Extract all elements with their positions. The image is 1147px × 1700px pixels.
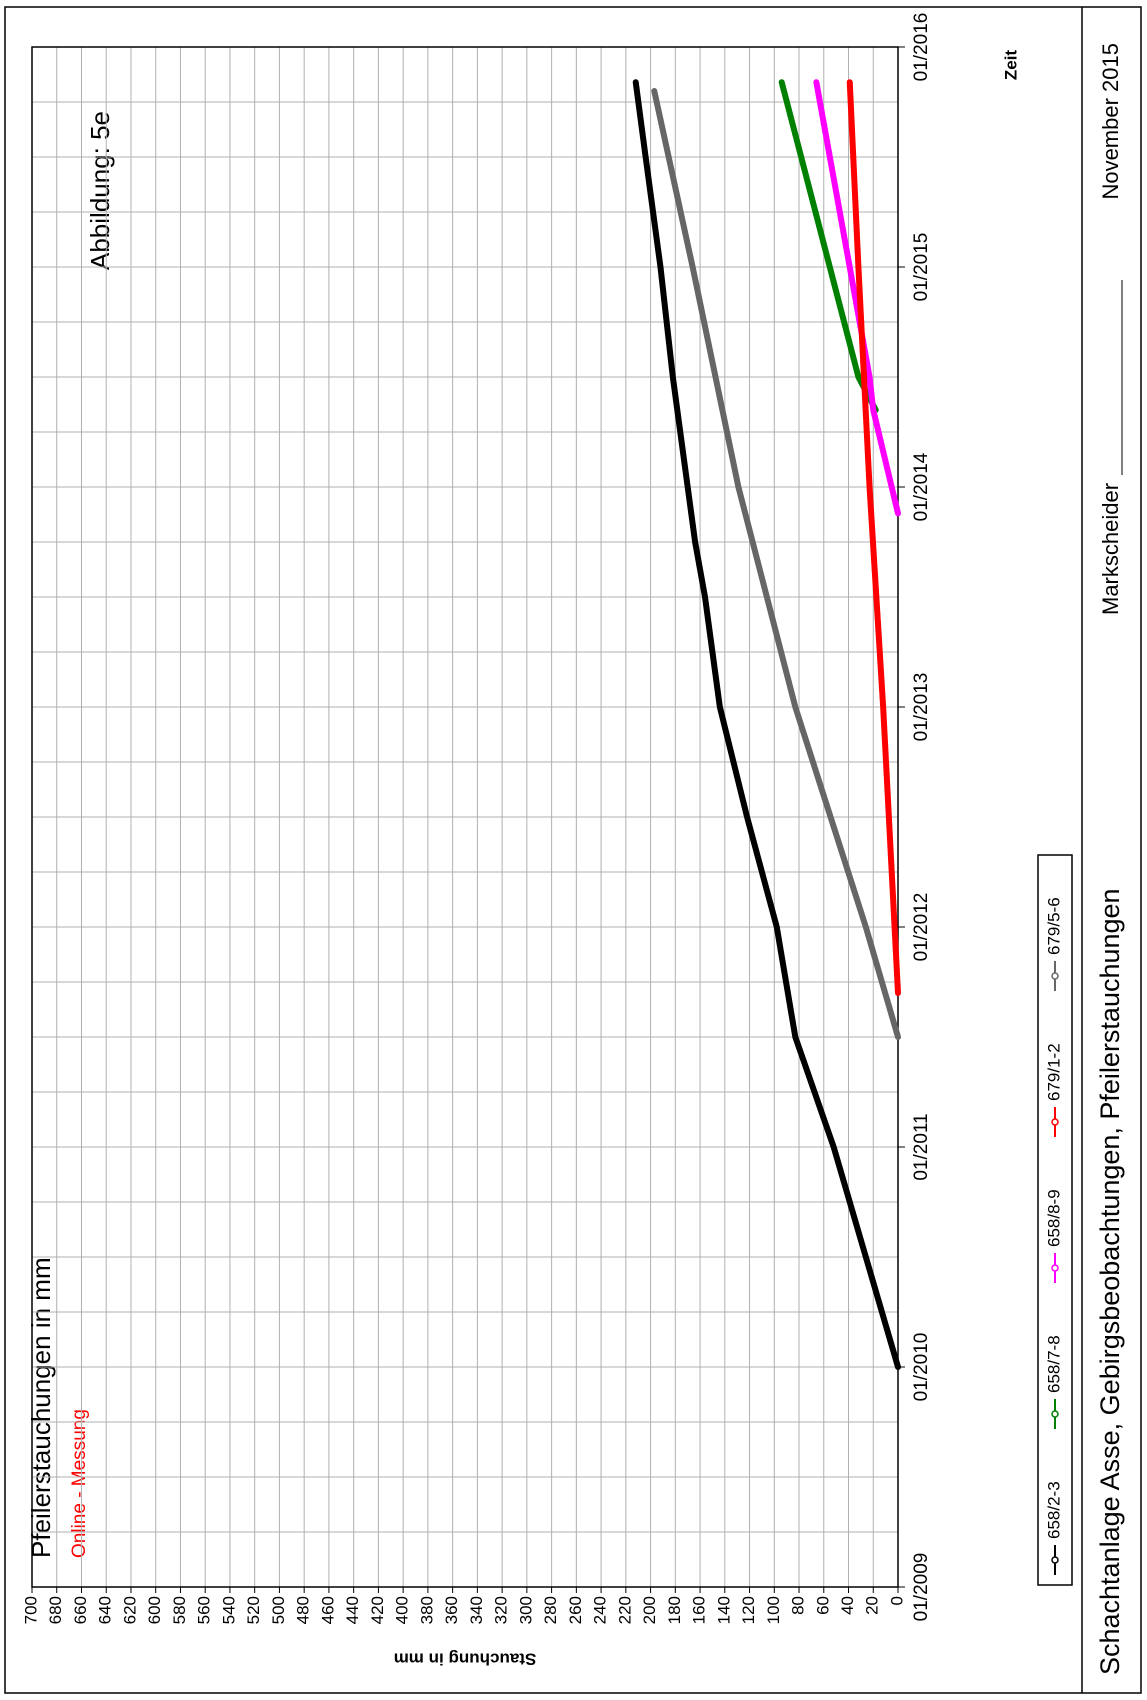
y-tick-label: 580 — [170, 1596, 189, 1624]
y-tick-label: 540 — [219, 1596, 238, 1624]
y-tick-label: 80 — [789, 1596, 808, 1615]
legend-label: 679/5-6 — [1044, 897, 1063, 955]
y-tick-label: 0 — [887, 1596, 906, 1605]
y-tick-label: 20 — [863, 1596, 882, 1615]
y-tick-label: 560 — [195, 1596, 214, 1624]
x-tick-label: 01/2010 — [911, 1333, 932, 1402]
y-tick-label: 140 — [714, 1596, 733, 1624]
chart-title: Pfeilerstauchungen in mm — [26, 1257, 56, 1558]
x-tick-label: 01/2014 — [911, 452, 932, 521]
footer-signature: Markscheider — [1098, 483, 1123, 615]
legend-label: 679/1-2 — [1044, 1043, 1063, 1101]
y-tick-label: 160 — [690, 1596, 709, 1624]
y-tick-label: 300 — [516, 1596, 535, 1624]
legend-marker — [1051, 1264, 1059, 1272]
y-tick-label: 600 — [145, 1596, 164, 1624]
y-tick-label: 380 — [417, 1596, 436, 1624]
y-tick-label: 120 — [739, 1596, 758, 1624]
series-line — [651, 88, 901, 1040]
y-tick-label: 320 — [492, 1596, 511, 1624]
series-line — [846, 79, 901, 996]
x-tick-label: 01/2013 — [911, 673, 932, 742]
y-tick-label: 680 — [46, 1596, 65, 1624]
y-tick-label: 640 — [96, 1596, 115, 1624]
y-tick-label: 400 — [393, 1596, 412, 1624]
legend-marker — [1051, 1556, 1059, 1564]
legend-label: 658/8-9 — [1044, 1189, 1063, 1247]
y-tick-label: 420 — [368, 1596, 387, 1624]
y-tick-label: 100 — [764, 1596, 783, 1624]
x-tick-label: 01/2009 — [911, 1553, 932, 1622]
y-tick-label: 40 — [838, 1596, 857, 1615]
x-tick-label: 01/2015 — [911, 233, 932, 302]
y-tick-label: 440 — [343, 1596, 362, 1624]
y-tick-label: 340 — [467, 1596, 486, 1624]
x-tick-label: 01/2016 — [911, 13, 932, 82]
y-tick-label: 700 — [21, 1596, 40, 1624]
y-tick-label: 480 — [294, 1596, 313, 1624]
legend-marker — [1051, 1118, 1059, 1126]
y-tick-label: 240 — [591, 1596, 610, 1624]
series-line — [813, 79, 901, 517]
figure-label: Abbildung: 5e — [85, 111, 115, 270]
y-tick-label: 500 — [269, 1596, 288, 1624]
x-tick-label: 01/2011 — [911, 1113, 932, 1180]
y-tick-label: 260 — [566, 1596, 585, 1624]
y-tick-label: 180 — [665, 1596, 684, 1624]
plot-frame — [31, 46, 899, 1588]
y-tick-label: 60 — [813, 1596, 832, 1615]
y-tick-label: 660 — [71, 1596, 90, 1624]
legend-label: 658/7-8 — [1044, 1335, 1063, 1393]
y-tick-label: 220 — [615, 1596, 634, 1624]
x-axis-label: Zeit — [1001, 50, 1020, 81]
y-tick-label: 200 — [640, 1596, 659, 1624]
legend-marker — [1051, 972, 1059, 980]
footer-date: November 2015 — [1098, 43, 1123, 200]
x-tick-label: 01/2012 — [911, 893, 932, 962]
y-tick-label: 280 — [541, 1596, 560, 1624]
footer-title: Schachtanlage Asse, Gebirgsbeobachtungen… — [1095, 888, 1125, 1675]
y-tick-label: 460 — [318, 1596, 337, 1624]
legend-label: 658/2-3 — [1044, 1481, 1063, 1539]
y-axis-label: Stauchung in mm — [394, 1650, 537, 1669]
annotation: Online - Messung — [69, 1409, 90, 1558]
y-tick-label: 520 — [244, 1596, 263, 1624]
legend-box — [1037, 854, 1073, 1586]
legend-marker — [1051, 1410, 1059, 1418]
y-tick-label: 620 — [120, 1596, 139, 1624]
rotated-sheet: Schachtanlage Asse, Gebirgsbeobachtungen… — [4, 6, 1142, 1694]
y-tick-label: 360 — [442, 1596, 461, 1624]
series-line — [632, 79, 901, 1370]
outer-border — [4, 6, 1142, 1694]
